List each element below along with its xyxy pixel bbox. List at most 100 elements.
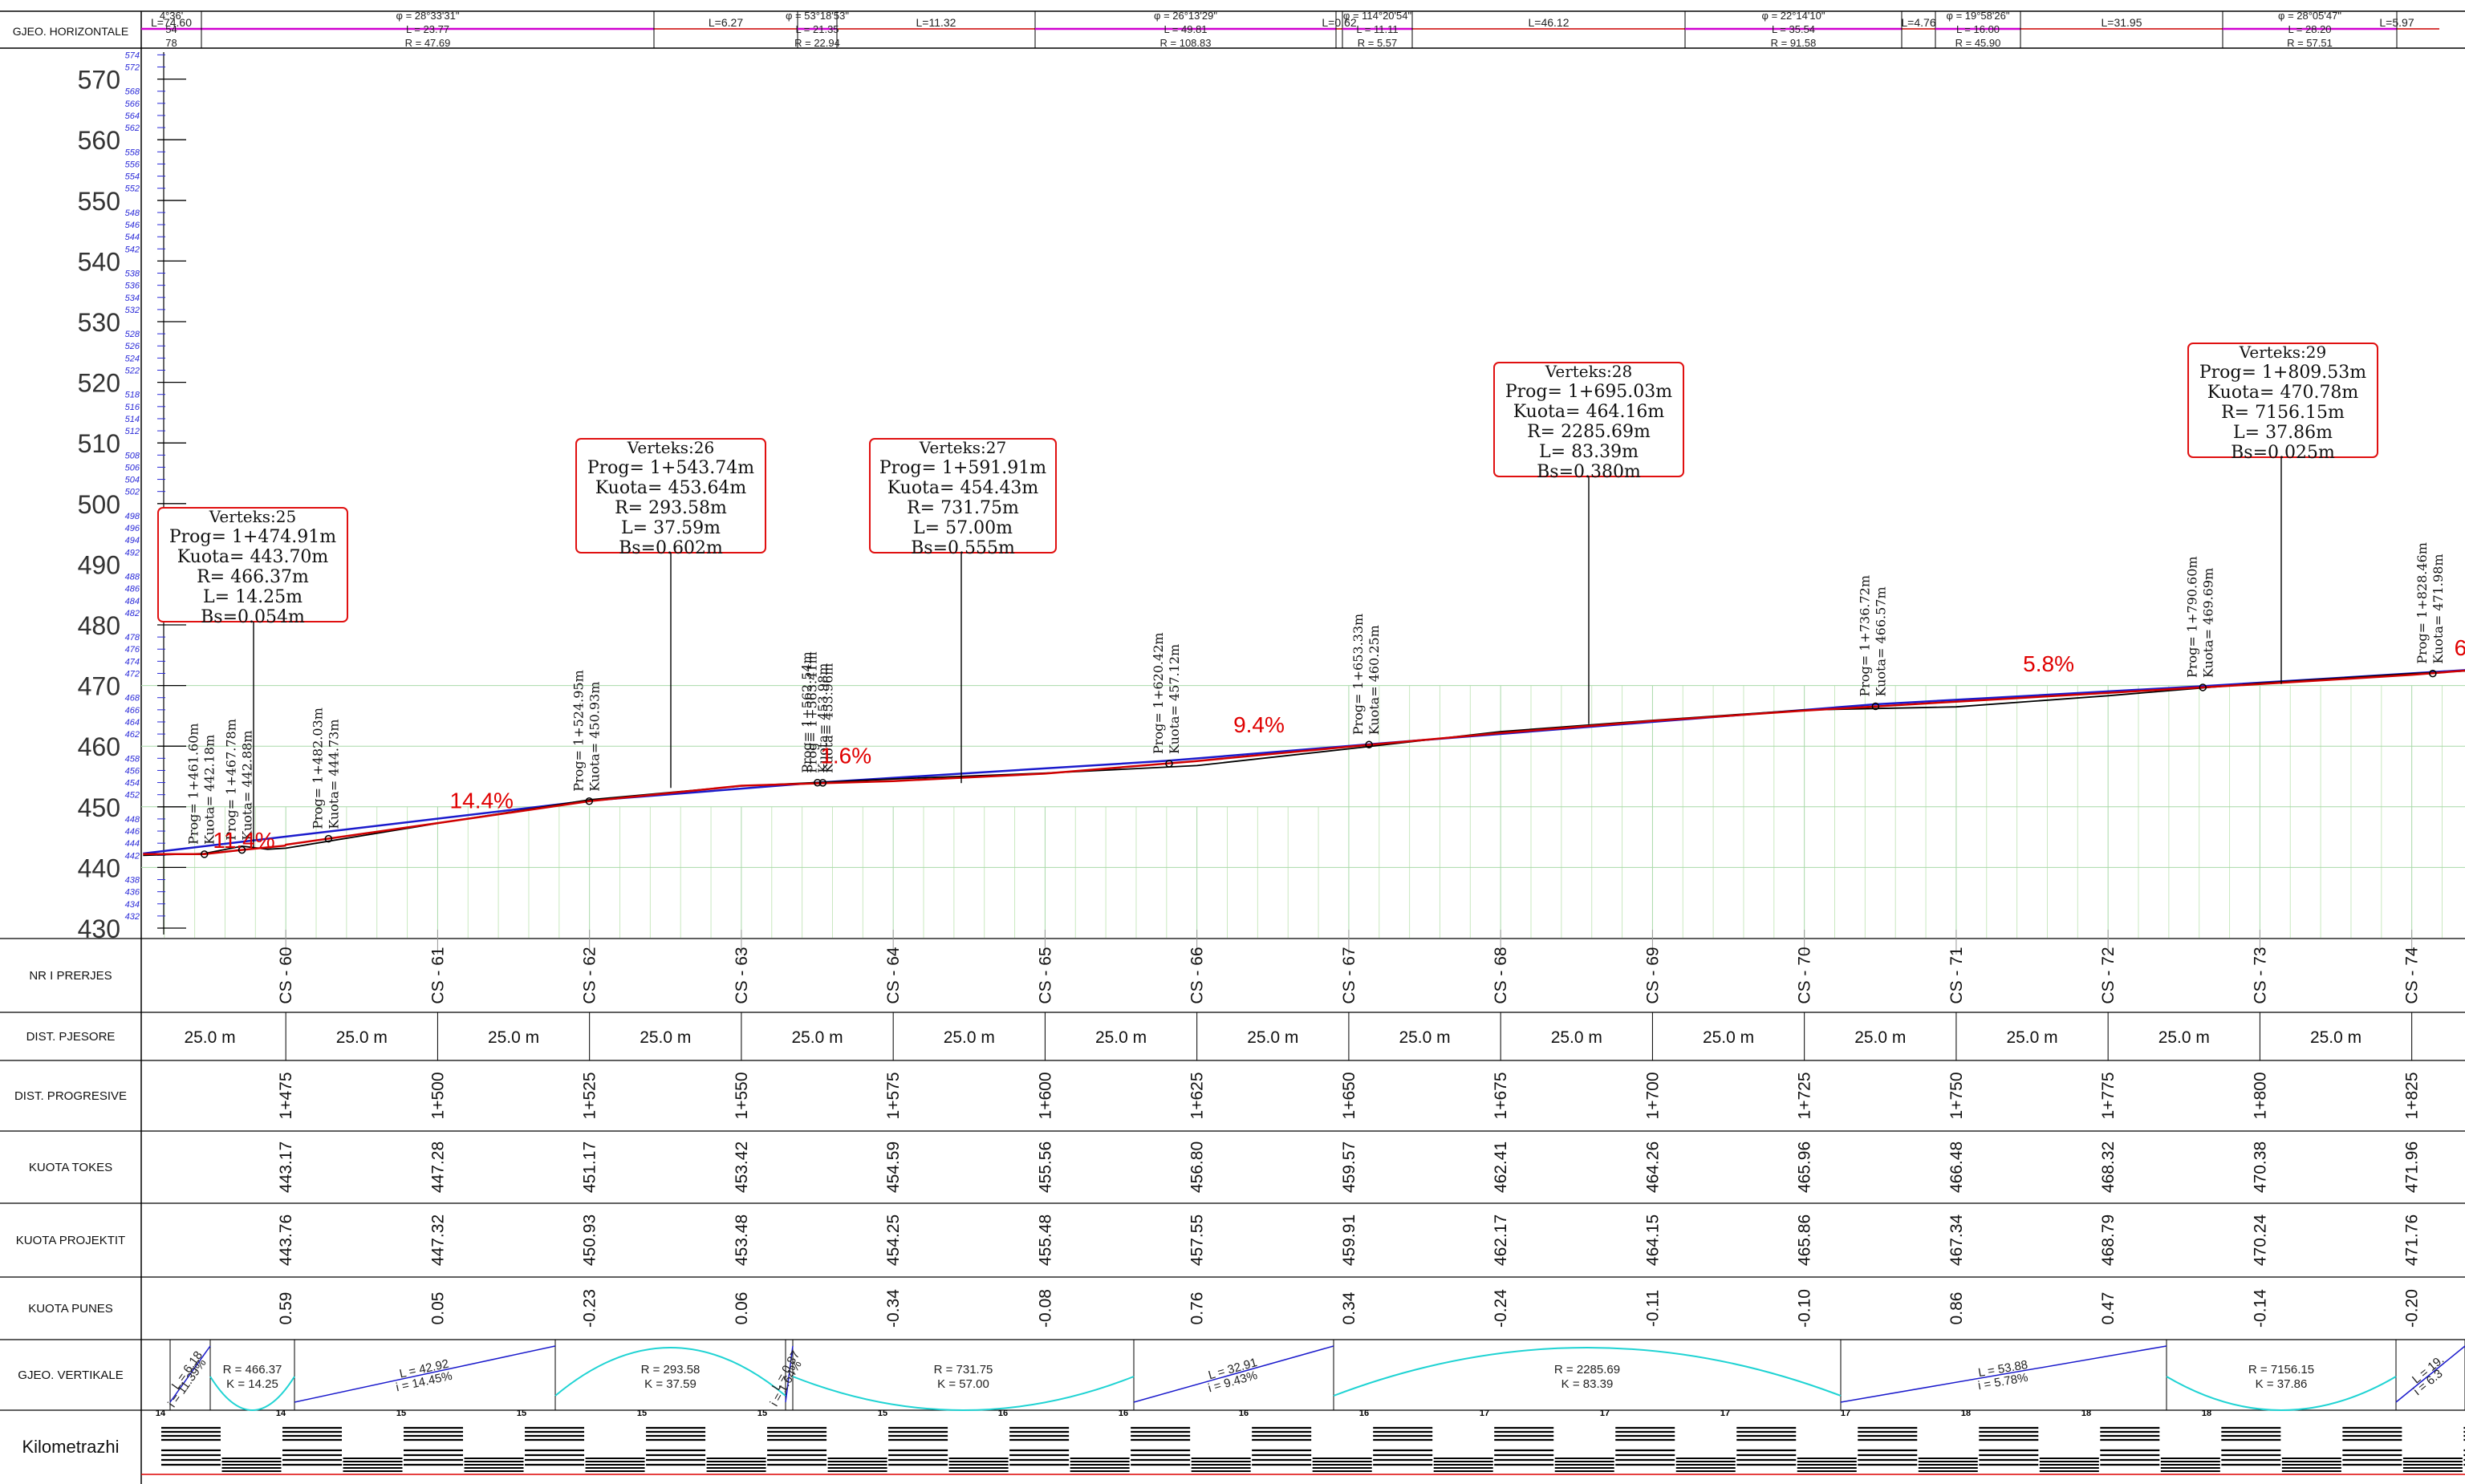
horizontal-curve-length: L = 16.00	[1956, 23, 2000, 35]
elevation-major-label: 460	[78, 732, 120, 761]
profile-point-label: Prog= 1+461.60m Kuota= 442.18m	[186, 723, 217, 845]
profile-point-marker	[238, 845, 246, 854]
kilometrazhi-tick-label: 15	[878, 1409, 887, 1418]
kilometrazhi-tick-label: 15	[517, 1409, 526, 1418]
elevation-minor-label: 548	[125, 209, 140, 218]
station-progressive-distance: 1+475	[277, 1072, 295, 1120]
station-cross-section-name: CS - 70	[1796, 947, 1814, 1004]
station-ground-elevation: 447.28	[428, 1141, 447, 1193]
grade-percent-label: 5.8%	[2023, 651, 2074, 676]
profile-point-label: Prog= 1+562.54m Kuota= 453.98m	[799, 651, 830, 773]
elevation-minor-label: 502	[125, 488, 140, 497]
vertex-detail-line: Kuota= 470.78m	[2207, 383, 2359, 403]
profile-point-chainage: Prog= 1+620.42m	[1151, 632, 1166, 754]
vertex-name: Verteks:28	[1545, 362, 1632, 381]
partial-distance-value: 25.0 m	[1551, 1028, 1602, 1047]
vertical-curve-radius: R = 7156.15	[2248, 1363, 2314, 1377]
grade-percent-label: 9.4%	[1233, 712, 1285, 737]
station-ground-elevation: 451.17	[581, 1141, 599, 1193]
vertical-slope-line	[785, 1345, 794, 1403]
horizontal-tangent-length: L=0.62	[1322, 16, 1356, 29]
station-ground-elevation: 465.96	[1796, 1141, 1814, 1193]
elevation-minor-label: 478	[125, 633, 140, 643]
elevation-minor-label: 572	[125, 63, 140, 72]
horizontal-curve-length: L = 21.35	[795, 23, 839, 35]
profile-point-chainage: Prog= 1+736.72m	[1857, 575, 1872, 697]
horizontal-curve-radius: 78	[165, 37, 177, 49]
profile-point-marker	[585, 797, 594, 805]
horizontal-curve-radius: R = 108.83	[1160, 37, 1212, 49]
vertex-detail-line: R= 2285.69m	[1527, 422, 1651, 442]
horizontal-tangent-length: L=74.60	[151, 16, 192, 29]
vertical-curve-radius: R = 293.58	[641, 1363, 701, 1377]
elevation-minor-label: 472	[125, 669, 140, 679]
profile-point-chainage: Prog= 1+790.60m	[2184, 556, 2199, 678]
profile-point-elevation: Kuota= 453.96m	[820, 663, 835, 773]
station-ground-elevation: 471.96	[2403, 1141, 2422, 1193]
vertical-curve-k: K = 37.86	[2256, 1377, 2308, 1391]
station-ground-elevation: 443.17	[277, 1141, 295, 1193]
elevation-minor-label: 506	[125, 463, 140, 472]
elevation-minor-label: 516	[125, 403, 140, 412]
station-progressive-distance: 1+700	[1643, 1072, 1662, 1120]
vertex-detail-line: L= 83.39m	[1539, 442, 1639, 462]
horizontal-tangent-length: L=4.76	[1901, 16, 1935, 29]
profile-point-elevation: Kuota= 457.12m	[1167, 644, 1182, 754]
horizontal-curve-angle: φ = 26°13'29"	[1154, 10, 1217, 22]
elevation-minor-label: 434	[125, 900, 140, 910]
profile-point-marker	[814, 778, 822, 787]
elevation-major-label: 550	[78, 187, 120, 216]
vertex-detail-line: R= 293.58m	[615, 498, 727, 518]
grade-percent-label: 11.4%	[213, 828, 274, 853]
vertex-name: Verteks:29	[2239, 343, 2326, 362]
profile-point-label: Prog= 1+790.60m Kuota= 469.69m	[2184, 556, 2215, 678]
elevation-minor-label: 546	[125, 221, 140, 230]
elevation-major-label: 510	[78, 429, 120, 458]
horizontal-curve-radius: R = 5.57	[1358, 37, 1398, 49]
elevation-minor-label: 442	[125, 851, 140, 861]
station-design-elevation: 467.34	[1947, 1214, 1966, 1267]
station-design-elevation: 443.76	[277, 1214, 295, 1266]
profile-point-chainage: Prog= 1+524.95m	[571, 670, 586, 792]
kilometrazhi-tick-label: 16	[1239, 1409, 1249, 1418]
vertex-box	[869, 438, 1057, 553]
kilometrazhi-tick-label: 18	[2081, 1409, 2091, 1418]
elevation-major-label: 490	[78, 550, 120, 579]
partial-distance-value: 25.0 m	[2310, 1028, 2361, 1047]
profile-point-label: Prog= 1+563.41m Kuota= 453.96m	[804, 651, 835, 773]
partial-distance-value: 25.0 m	[944, 1028, 995, 1047]
station-ground-elevation: 459.57	[1340, 1141, 1358, 1193]
elevation-minor-label: 544	[125, 233, 140, 242]
station-design-elevation: 464.15	[1643, 1214, 1662, 1266]
partial-distance-value: 25.0 m	[488, 1028, 539, 1047]
vertical-slope-line	[1840, 1345, 2167, 1403]
profile-point-marker	[1365, 740, 1373, 749]
profile-point-marker	[200, 850, 209, 858]
elevation-minor-label: 514	[125, 415, 140, 424]
kilometrazhi-tick-label: 17	[1720, 1409, 1730, 1418]
elevation-minor-label: 448	[125, 815, 140, 825]
vertex-detail-line: L= 57.00m	[913, 518, 1013, 538]
row-label-kuota-projektit: KUOTA PROJEKTIT	[15, 1233, 126, 1247]
horizontal-curve-length: L = 49.81	[1163, 23, 1207, 35]
partial-distance-value: 25.0 m	[1095, 1028, 1147, 1047]
vertical-curve-radius: R = 731.75	[934, 1363, 993, 1377]
grade-percent-label: 1.6%	[820, 743, 871, 768]
station-progressive-distance: 1+750	[1947, 1072, 1966, 1120]
horizontal-tangent-length: L=46.12	[1529, 16, 1570, 29]
horizontal-curve-angle: φ = 28°33'31"	[396, 10, 460, 22]
station-ground-elevation: 466.48	[1947, 1141, 1966, 1193]
station-design-elevation: 453.48	[733, 1214, 751, 1266]
station-ground-elevation: 468.32	[2099, 1141, 2118, 1193]
elevation-minor-label: 432	[125, 912, 140, 922]
partial-distance-value: 25.0 m	[184, 1028, 235, 1047]
horizontal-tangent-length: L=5.97	[2379, 16, 2414, 29]
station-work-height: 0.06	[733, 1292, 751, 1325]
horizontal-curve-radius: R = 91.58	[1771, 37, 1817, 49]
elevation-major-label: 520	[78, 369, 120, 398]
station-design-elevation: 468.79	[2099, 1214, 2118, 1266]
elevation-minor-label: 486	[125, 585, 140, 594]
profile-point-elevation: Kuota= 450.93m	[587, 682, 602, 792]
station-work-height: -0.11	[1643, 1290, 1662, 1327]
vertex-detail-line: Kuota= 453.64m	[595, 478, 747, 498]
